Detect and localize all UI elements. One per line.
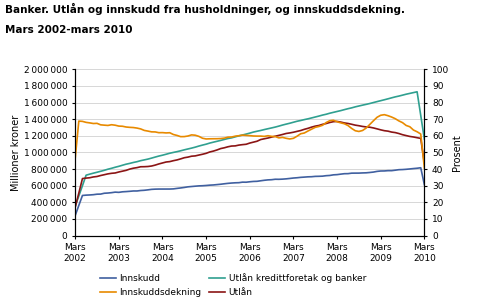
Text: Mars 2002-mars 2010: Mars 2002-mars 2010 xyxy=(5,25,132,34)
Text: Banker. Utlån og innskudd fra husholdninger, og innskuddsdekning.: Banker. Utlån og innskudd fra husholdnin… xyxy=(5,3,404,15)
Legend: Innskudd, Innskuddsdekning, Utlån kredittforetak og banker, Utlån: Innskudd, Innskuddsdekning, Utlån kredit… xyxy=(96,270,369,300)
Y-axis label: Millioner kroner: Millioner kroner xyxy=(11,114,21,191)
Y-axis label: Prosent: Prosent xyxy=(451,134,461,171)
